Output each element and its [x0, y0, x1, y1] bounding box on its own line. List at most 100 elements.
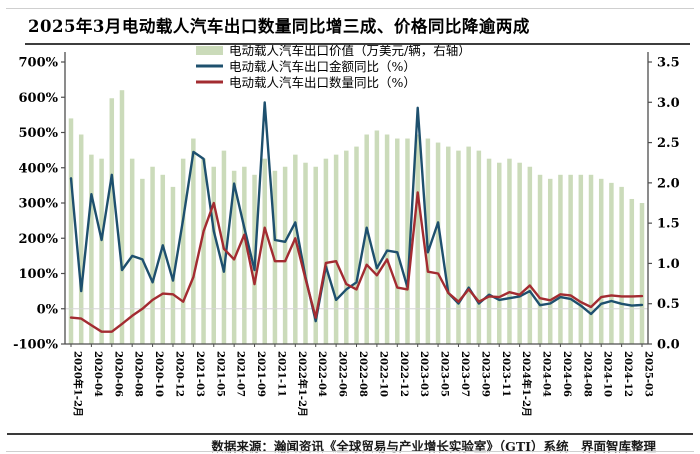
export-chart-svg: 700% 600% 500% 400% 300% 200% 100% 0% -100% 3.5 3.… [13, 43, 680, 417]
x-axis-label: 2021-07 [235, 351, 246, 397]
bar-2020-07 [119, 90, 125, 344]
x-axis-label: 2020-10 [153, 351, 164, 397]
bar-2022-10 [374, 130, 380, 344]
bar-2024-07 [568, 174, 573, 344]
right-axis-label: 3.0 [657, 96, 680, 111]
left-axis-label: 500% [19, 126, 59, 141]
bar-2023-05 [435, 142, 441, 344]
bar-2025-03 [639, 203, 645, 344]
bar-2020年1-2月 [68, 118, 74, 345]
bar-2022年1-2月 [293, 154, 298, 344]
left-axis-label: 200% [19, 232, 59, 247]
left-axis-label: 400% [19, 161, 59, 176]
bar-2024-05 [547, 178, 553, 344]
bar-2021-03 [191, 138, 196, 344]
footer-divider [7, 433, 693, 435]
left-axis-label: 100% [19, 267, 59, 282]
bar-2023-08 [466, 146, 471, 344]
left-axis-label: 600% [19, 91, 59, 106]
bar-2020-06 [109, 98, 115, 344]
x-axis-label: 2022-12 [398, 351, 409, 397]
chart-area: 700% 600% 500% 400% 300% 200% 100% 0% -100% 3.5 3.… [0, 43, 700, 433]
x-axis-label: 2021-09 [255, 351, 266, 397]
right-axis-label: 1.0 [657, 257, 680, 272]
bar-2022-03 [303, 162, 308, 344]
bar-2022-11 [384, 134, 390, 344]
x-axis-label: 2023-05 [439, 351, 450, 397]
x-axis-label: 2020年1-2月 [72, 351, 85, 417]
x-axis-label: 2021-03 [194, 351, 205, 397]
bar-2023-06 [446, 146, 451, 344]
bar-2022-06 [333, 154, 339, 344]
bar-2022-05 [323, 158, 329, 344]
bar-2020-05 [99, 158, 104, 344]
right-axis-label: 1.5 [657, 217, 680, 232]
x-axis-label: 2023-11 [500, 351, 511, 397]
left-axis-label: 700% [19, 56, 59, 71]
right-axis-label: 2.5 [657, 136, 680, 151]
x-axis-label: 2023-07 [459, 351, 470, 397]
bar-2022-12 [395, 138, 400, 344]
bar-2020-10 [150, 166, 155, 344]
legend-swatch-line [196, 80, 223, 84]
legend-label: 电动载人汽车出口价值（万美元/辆，右轴） [229, 45, 471, 58]
x-axis-label: 2020-08 [133, 351, 144, 397]
bar-2023-11 [497, 162, 502, 344]
x-axis-label: 2024年1-2月 [520, 351, 533, 417]
x-axis-label: 2024-10 [602, 351, 613, 397]
top-border-line [6, 8, 694, 9]
x-axis-label: 2024-12 [622, 351, 633, 397]
title-divider [25, 43, 690, 45]
x-axis-label: 2022年1-2月 [296, 351, 309, 417]
bar-2023-03 [415, 134, 420, 344]
bar-2020-03 [78, 134, 84, 344]
right-axis-label: 3.5 [657, 56, 680, 71]
x-axis-label: 2022-06 [337, 351, 348, 397]
bar-2022-09 [364, 134, 369, 344]
left-axis-label: 300% [19, 197, 59, 212]
legend-swatch-bar [196, 46, 223, 55]
bar-2020-12 [170, 186, 176, 344]
bar-2024-03 [527, 166, 533, 344]
bar-2020-04 [89, 154, 94, 344]
x-axis-label: 2020-12 [173, 351, 184, 397]
bar-2023-12 [507, 158, 512, 344]
bar-2024-08 [578, 174, 584, 344]
legend-swatch-line [196, 64, 223, 68]
bar-2022-07 [344, 150, 349, 344]
bar-2023-09 [476, 150, 482, 344]
bar-2024-12 [619, 186, 624, 344]
bar-2024-11 [609, 182, 614, 344]
bar-2021-10 [262, 158, 267, 344]
bar-2022-04 [313, 166, 318, 344]
bar-2023-07 [456, 150, 461, 344]
bar-2020-11 [160, 174, 166, 344]
right-axis-label: 2.0 [657, 176, 680, 191]
bar-2021-08 [242, 166, 247, 344]
x-axis-label: 2023-03 [418, 351, 429, 397]
x-axis-label: 2020-04 [92, 351, 103, 397]
left-axis-label: -100% [13, 338, 59, 353]
data-source-note: 数据来源：瀚闻资讯《全球贸易与产业增长实验室》（GTI）系统 界面智库整理 [211, 439, 656, 454]
bar-2025年1-2月 [629, 198, 635, 344]
line-series-1 [69, 101, 644, 323]
bar-2023-10 [486, 158, 492, 344]
x-axis-label: 2020-06 [112, 351, 123, 397]
legend-label: 电动载人汽车出口数量同比（%） [229, 75, 416, 90]
bar-2021-04 [201, 158, 206, 344]
x-axis-label: 2022-10 [377, 351, 388, 397]
x-axis-label: 2023-09 [479, 351, 490, 397]
x-axis-label: 2022-04 [316, 351, 327, 397]
left-axis-label: 0% [37, 302, 59, 317]
x-axis-label: 2025-03 [643, 351, 654, 397]
bar-2024-10 [598, 178, 604, 344]
right-axis-label: 0.5 [657, 297, 680, 312]
bar-2024-04 [537, 174, 543, 344]
bar-2024-06 [558, 174, 563, 344]
bar-2020-08 [129, 158, 135, 344]
x-axis-label: 2024-08 [581, 351, 592, 397]
bar-2021-05 [211, 166, 216, 344]
bottom-border-line [6, 451, 694, 452]
line-series-2 [69, 191, 644, 333]
bar-2024-09 [588, 174, 594, 344]
